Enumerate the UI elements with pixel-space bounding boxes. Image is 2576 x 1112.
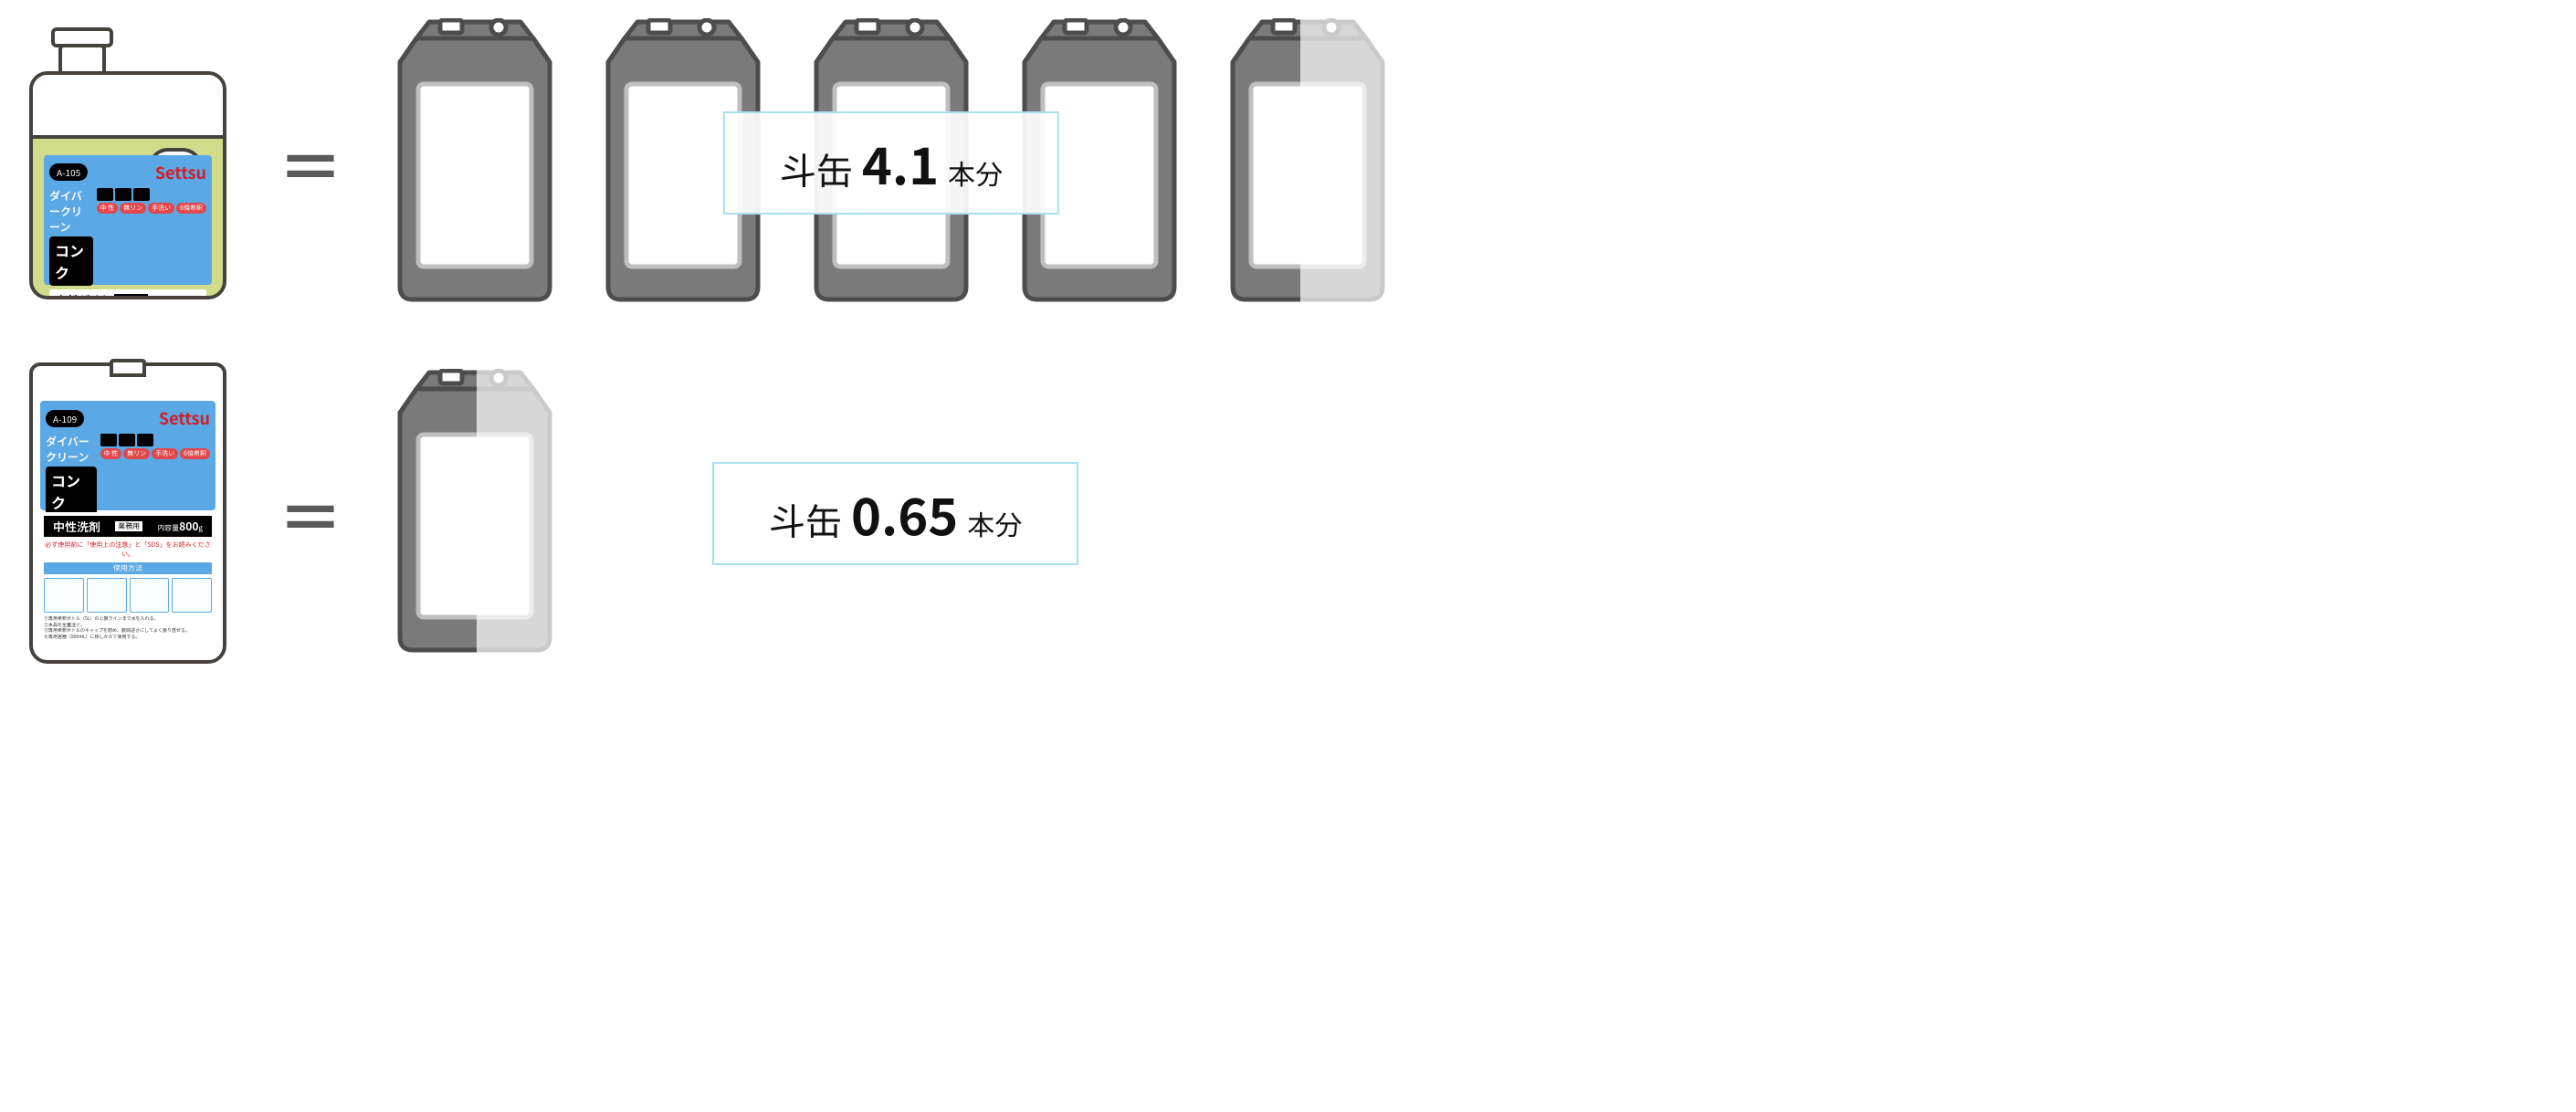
can-partial-overlay [1300, 16, 1401, 309]
can-partial-overlay [477, 367, 568, 660]
can [1216, 18, 1399, 308]
quantity: 内容量5kg [156, 292, 201, 299]
product-subtitle: ダイバークリーン [49, 188, 93, 235]
can [384, 18, 566, 308]
equivalence-badge-2: 斗缶 0.65 本分 [712, 462, 1078, 565]
fine-print: ①専用希釈ボトル（5L）の上限ラインまで水を入れる。 ②本品を全量注ぐ。 ③専用… [44, 616, 212, 640]
equivalence-badge-1: 斗缶 4.1 本分 [723, 111, 1059, 215]
pouch-label-top: A-109 Settsu ダイバークリーン コンク [40, 401, 216, 510]
equals-sign: ＝ [274, 115, 347, 211]
product-code-2: A-109 [46, 410, 84, 427]
usage-title: 使用方法 [44, 562, 212, 574]
property-pills: 中 性 無リン 手洗い 6倍希釈 [97, 203, 206, 214]
product-subtitle-2: ダイバークリーン [46, 434, 97, 465]
use-badge: 業務用 [114, 294, 148, 299]
equals-sign-2: ＝ [274, 466, 347, 561]
product-code: A-105 [49, 163, 88, 181]
brand-logo-2: Settsu [159, 406, 210, 430]
product-concentrate: コンク [49, 236, 93, 286]
usage-icons-2 [100, 434, 210, 446]
product-jug: A-105 Settsu ダイバークリーン コンク [18, 27, 237, 299]
pouch-label-bottom: 中性洗剤 業務用 内容量800g 必ず使用前に「使用上の注意」と「SDS」をお読… [40, 512, 216, 653]
comparison-row-1: A-105 Settsu ダイバークリーン コンク [0, 18, 2576, 308]
jug-label: A-105 Settsu ダイバークリーン コンク [44, 155, 212, 285]
property-pills-2: 中 性 無リン 手洗い 6倍希釈 [100, 448, 210, 459]
equivalence-value-2: 0.65 [851, 477, 958, 551]
equivalence-value-1: 4.1 [862, 126, 939, 200]
comparison-row-2: A-109 Settsu ダイバークリーン コンク [0, 362, 2576, 664]
warning-text: 必ず使用前に「使用上の注意」と「SDS」をお読みください。 [44, 540, 212, 559]
product-pouch: A-109 Settsu ダイバークリーン コンク [18, 362, 237, 664]
cans-row-2 [384, 369, 566, 658]
product-concentrate-2: コンク [46, 467, 97, 516]
usage-steps [44, 578, 212, 613]
brand-logo: Settsu [155, 161, 206, 184]
can [384, 369, 566, 658]
usage-icons [97, 188, 206, 201]
detergent-type: 中性洗剤 [55, 292, 106, 299]
can-icon [384, 18, 566, 303]
cans-row-1: 斗缶 4.1 本分 [384, 18, 1399, 308]
